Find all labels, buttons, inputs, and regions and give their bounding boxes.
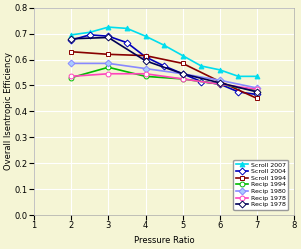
Recip 1978 <box>70 37 73 40</box>
Scroll 2007 <box>88 31 92 34</box>
Recip 1994 <box>107 66 110 69</box>
Recip 1978 <box>218 81 222 84</box>
Recip 1978 <box>107 72 110 75</box>
Scroll 2007 <box>181 54 185 57</box>
Scroll 2004 <box>237 90 240 93</box>
Y-axis label: Overall Isentropic Efficiency: Overall Isentropic Efficiency <box>4 52 13 170</box>
Recip 1980 <box>255 86 259 89</box>
Scroll 1994 <box>218 80 222 83</box>
Scroll 1994 <box>181 62 185 65</box>
Recip 1994 <box>181 77 185 80</box>
Scroll 2007 <box>200 64 203 67</box>
Scroll 2004 <box>70 39 73 42</box>
Scroll 2007 <box>255 75 259 78</box>
Recip 1980 <box>181 72 185 75</box>
Recip 1978 <box>218 83 222 86</box>
Recip 1994 <box>218 83 222 86</box>
Scroll 2007 <box>218 68 222 71</box>
Legend: Scroll 2007, Scroll 2004, Scroll 1994, Recip 1994, Recip 1980, Recip 1978, Recip: Scroll 2007, Scroll 2004, Scroll 1994, R… <box>233 160 288 210</box>
Scroll 1994 <box>255 97 259 100</box>
Scroll 2004 <box>181 72 185 75</box>
Scroll 2007 <box>144 35 147 38</box>
Recip 1978 <box>107 36 110 39</box>
Scroll 2007 <box>107 26 110 29</box>
Scroll 2004 <box>125 41 129 44</box>
Line: Recip 1978: Recip 1978 <box>69 35 259 94</box>
Recip 1994 <box>70 76 73 79</box>
Scroll 2004 <box>162 64 166 67</box>
Scroll 2004 <box>144 56 147 59</box>
Line: Scroll 2007: Scroll 2007 <box>69 25 259 79</box>
Recip 1978 <box>255 88 259 91</box>
Scroll 2004 <box>218 83 222 86</box>
Scroll 2007 <box>162 44 166 47</box>
Line: Recip 1978: Recip 1978 <box>69 71 259 92</box>
Recip 1978 <box>181 77 185 80</box>
Scroll 1994 <box>70 50 73 53</box>
Line: Recip 1994: Recip 1994 <box>69 65 259 93</box>
Recip 1978 <box>181 72 185 75</box>
Scroll 1994 <box>144 54 147 57</box>
Recip 1994 <box>255 89 259 92</box>
Scroll 2004 <box>107 35 110 38</box>
X-axis label: Pressure Ratio: Pressure Ratio <box>134 236 194 245</box>
Scroll 2007 <box>237 75 240 78</box>
Recip 1978 <box>144 59 147 62</box>
Scroll 2004 <box>255 93 259 96</box>
Line: Recip 1980: Recip 1980 <box>69 61 259 90</box>
Recip 1994 <box>144 75 147 78</box>
Recip 1980 <box>218 79 222 82</box>
Scroll 1994 <box>107 53 110 56</box>
Scroll 2004 <box>88 33 92 36</box>
Scroll 2007 <box>70 33 73 36</box>
Line: Scroll 2004: Scroll 2004 <box>69 32 259 97</box>
Scroll 2004 <box>200 80 203 83</box>
Recip 1980 <box>70 62 73 65</box>
Recip 1978 <box>70 75 73 78</box>
Recip 1980 <box>107 62 110 65</box>
Scroll 2007 <box>125 27 129 30</box>
Recip 1980 <box>144 67 147 70</box>
Line: Scroll 1994: Scroll 1994 <box>69 49 259 101</box>
Recip 1978 <box>144 72 147 75</box>
Recip 1978 <box>255 90 259 93</box>
